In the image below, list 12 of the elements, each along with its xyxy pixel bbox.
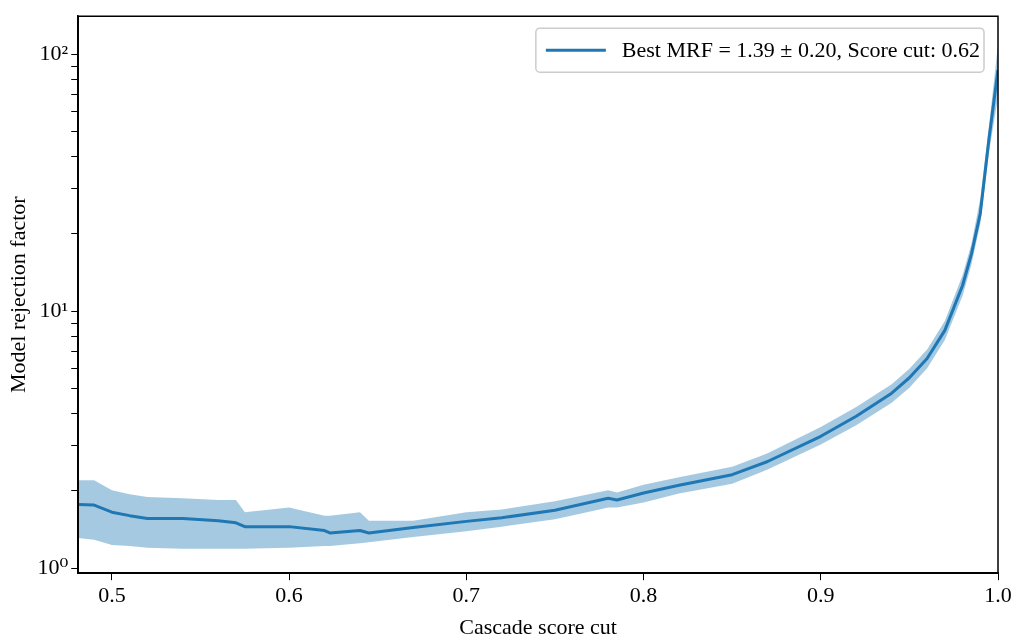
- y-tick-label: 10²: [39, 40, 69, 66]
- x-tick-label: 0.9: [807, 582, 835, 608]
- y-tick-label: 10⁰: [37, 553, 69, 579]
- x-tick-label: 0.7: [452, 582, 481, 608]
- y-axis-title: Model rejection factor: [4, 195, 30, 394]
- x-tick-label: 0.6: [275, 582, 303, 608]
- x-axis-title: Cascade score cut: [459, 613, 617, 639]
- legend-label: Best MRF = 1.39 ± 0.20, Score cut: 0.62: [621, 36, 981, 62]
- y-tick-label: 10¹: [39, 297, 69, 323]
- x-tick-label: 0.5: [98, 582, 126, 608]
- x-tick-label: 0.8: [629, 582, 658, 608]
- x-tick-label: 1.0: [984, 582, 1012, 608]
